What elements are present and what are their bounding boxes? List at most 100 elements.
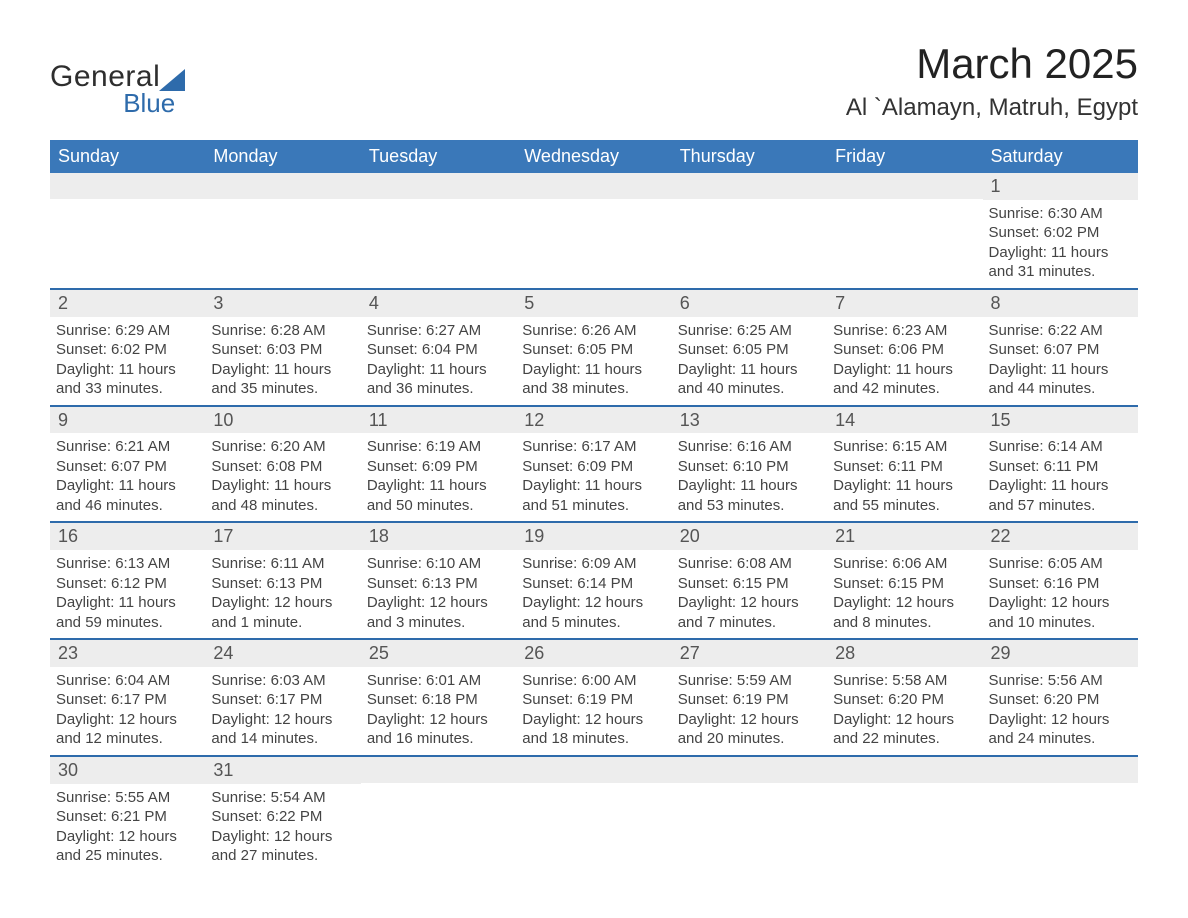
- daylight-text: Daylight: 11 hours and 33 minutes.: [56, 360, 199, 399]
- day-details: Sunrise: 6:04 AMSunset: 6:17 PMDaylight:…: [50, 667, 205, 755]
- sunset-text: Sunset: 6:07 PM: [989, 340, 1132, 360]
- calendar-day-cell: 15Sunrise: 6:14 AMSunset: 6:11 PMDayligh…: [983, 406, 1138, 523]
- day-details: Sunrise: 6:10 AMSunset: 6:13 PMDaylight:…: [361, 550, 516, 638]
- day-number: 2: [50, 290, 205, 317]
- calendar-table: Sunday Monday Tuesday Wednesday Thursday…: [50, 140, 1138, 872]
- sunset-text: Sunset: 6:15 PM: [678, 574, 821, 594]
- sunset-text: Sunset: 6:17 PM: [211, 690, 354, 710]
- day-details: Sunrise: 6:09 AMSunset: 6:14 PMDaylight:…: [516, 550, 671, 638]
- daylight-text: Daylight: 12 hours and 18 minutes.: [522, 710, 665, 749]
- day-number: 9: [50, 407, 205, 434]
- sunrise-text: Sunrise: 6:21 AM: [56, 437, 199, 457]
- day-number: 24: [205, 640, 360, 667]
- sunrise-text: Sunrise: 6:28 AM: [211, 321, 354, 341]
- calendar-day-cell: [516, 756, 671, 872]
- day-details: [827, 199, 982, 209]
- calendar-day-cell: [516, 173, 671, 289]
- day-details: [361, 199, 516, 209]
- day-details: Sunrise: 6:22 AMSunset: 6:07 PMDaylight:…: [983, 317, 1138, 405]
- day-details: Sunrise: 6:27 AMSunset: 6:04 PMDaylight:…: [361, 317, 516, 405]
- day-number: 4: [361, 290, 516, 317]
- calendar-week-row: 23Sunrise: 6:04 AMSunset: 6:17 PMDayligh…: [50, 639, 1138, 756]
- day-details: [983, 783, 1138, 793]
- day-number-empty: [205, 173, 360, 199]
- sunset-text: Sunset: 6:07 PM: [56, 457, 199, 477]
- day-number-empty: [672, 757, 827, 783]
- calendar-week-row: 30Sunrise: 5:55 AMSunset: 6:21 PMDayligh…: [50, 756, 1138, 872]
- day-number: 10: [205, 407, 360, 434]
- weekday-header: Saturday: [983, 140, 1138, 173]
- day-number: 8: [983, 290, 1138, 317]
- sunrise-text: Sunrise: 6:27 AM: [367, 321, 510, 341]
- calendar-day-cell: 10Sunrise: 6:20 AMSunset: 6:08 PMDayligh…: [205, 406, 360, 523]
- sunset-text: Sunset: 6:15 PM: [833, 574, 976, 594]
- sunset-text: Sunset: 6:22 PM: [211, 807, 354, 827]
- brand-name-part2: Blue: [123, 88, 175, 119]
- calendar-day-cell: 16Sunrise: 6:13 AMSunset: 6:12 PMDayligh…: [50, 522, 205, 639]
- daylight-text: Daylight: 12 hours and 5 minutes.: [522, 593, 665, 632]
- daylight-text: Daylight: 11 hours and 50 minutes.: [367, 476, 510, 515]
- weekday-header: Monday: [205, 140, 360, 173]
- day-number: 16: [50, 523, 205, 550]
- sunset-text: Sunset: 6:18 PM: [367, 690, 510, 710]
- calendar-day-cell: 8Sunrise: 6:22 AMSunset: 6:07 PMDaylight…: [983, 289, 1138, 406]
- calendar-day-cell: [827, 173, 982, 289]
- day-details: Sunrise: 5:59 AMSunset: 6:19 PMDaylight:…: [672, 667, 827, 755]
- calendar-day-cell: 12Sunrise: 6:17 AMSunset: 6:09 PMDayligh…: [516, 406, 671, 523]
- day-details: Sunrise: 5:54 AMSunset: 6:22 PMDaylight:…: [205, 784, 360, 872]
- page-title: March 2025: [846, 40, 1138, 88]
- daylight-text: Daylight: 12 hours and 16 minutes.: [367, 710, 510, 749]
- day-details: Sunrise: 6:03 AMSunset: 6:17 PMDaylight:…: [205, 667, 360, 755]
- daylight-text: Daylight: 12 hours and 24 minutes.: [989, 710, 1132, 749]
- daylight-text: Daylight: 12 hours and 3 minutes.: [367, 593, 510, 632]
- calendar-day-cell: 18Sunrise: 6:10 AMSunset: 6:13 PMDayligh…: [361, 522, 516, 639]
- day-number: 11: [361, 407, 516, 434]
- sunset-text: Sunset: 6:10 PM: [678, 457, 821, 477]
- sunrise-text: Sunrise: 6:15 AM: [833, 437, 976, 457]
- daylight-text: Daylight: 11 hours and 31 minutes.: [989, 243, 1132, 282]
- calendar-day-cell: 24Sunrise: 6:03 AMSunset: 6:17 PMDayligh…: [205, 639, 360, 756]
- calendar-day-cell: [672, 173, 827, 289]
- calendar-day-cell: 31Sunrise: 5:54 AMSunset: 6:22 PMDayligh…: [205, 756, 360, 872]
- daylight-text: Daylight: 12 hours and 8 minutes.: [833, 593, 976, 632]
- day-details: Sunrise: 6:05 AMSunset: 6:16 PMDaylight:…: [983, 550, 1138, 638]
- day-number: 12: [516, 407, 671, 434]
- sunset-text: Sunset: 6:13 PM: [367, 574, 510, 594]
- day-number: 6: [672, 290, 827, 317]
- weekday-header: Sunday: [50, 140, 205, 173]
- daylight-text: Daylight: 11 hours and 51 minutes.: [522, 476, 665, 515]
- day-number: 26: [516, 640, 671, 667]
- sunrise-text: Sunrise: 6:25 AM: [678, 321, 821, 341]
- day-details: [361, 783, 516, 793]
- day-details: [827, 783, 982, 793]
- sunset-text: Sunset: 6:11 PM: [989, 457, 1132, 477]
- sunset-text: Sunset: 6:02 PM: [989, 223, 1132, 243]
- day-number: 15: [983, 407, 1138, 434]
- calendar-week-row: 1Sunrise: 6:30 AMSunset: 6:02 PMDaylight…: [50, 173, 1138, 289]
- calendar-day-cell: 28Sunrise: 5:58 AMSunset: 6:20 PMDayligh…: [827, 639, 982, 756]
- day-details: Sunrise: 6:08 AMSunset: 6:15 PMDaylight:…: [672, 550, 827, 638]
- day-details: Sunrise: 6:13 AMSunset: 6:12 PMDaylight:…: [50, 550, 205, 638]
- day-number-empty: [50, 173, 205, 199]
- sunrise-text: Sunrise: 5:58 AM: [833, 671, 976, 691]
- sunset-text: Sunset: 6:03 PM: [211, 340, 354, 360]
- calendar-day-cell: [672, 756, 827, 872]
- sunrise-text: Sunrise: 6:22 AM: [989, 321, 1132, 341]
- sunset-text: Sunset: 6:19 PM: [678, 690, 821, 710]
- daylight-text: Daylight: 11 hours and 46 minutes.: [56, 476, 199, 515]
- calendar-day-cell: [361, 756, 516, 872]
- sunset-text: Sunset: 6:16 PM: [989, 574, 1132, 594]
- sunset-text: Sunset: 6:04 PM: [367, 340, 510, 360]
- sunrise-text: Sunrise: 6:29 AM: [56, 321, 199, 341]
- calendar-day-cell: 4Sunrise: 6:27 AMSunset: 6:04 PMDaylight…: [361, 289, 516, 406]
- day-details: Sunrise: 6:20 AMSunset: 6:08 PMDaylight:…: [205, 433, 360, 521]
- sunrise-text: Sunrise: 6:20 AM: [211, 437, 354, 457]
- calendar-day-cell: 13Sunrise: 6:16 AMSunset: 6:10 PMDayligh…: [672, 406, 827, 523]
- calendar-day-cell: 19Sunrise: 6:09 AMSunset: 6:14 PMDayligh…: [516, 522, 671, 639]
- day-number-empty: [827, 173, 982, 199]
- sunset-text: Sunset: 6:05 PM: [522, 340, 665, 360]
- daylight-text: Daylight: 12 hours and 12 minutes.: [56, 710, 199, 749]
- weekday-header-row: Sunday Monday Tuesday Wednesday Thursday…: [50, 140, 1138, 173]
- weekday-header: Wednesday: [516, 140, 671, 173]
- day-number-empty: [983, 757, 1138, 783]
